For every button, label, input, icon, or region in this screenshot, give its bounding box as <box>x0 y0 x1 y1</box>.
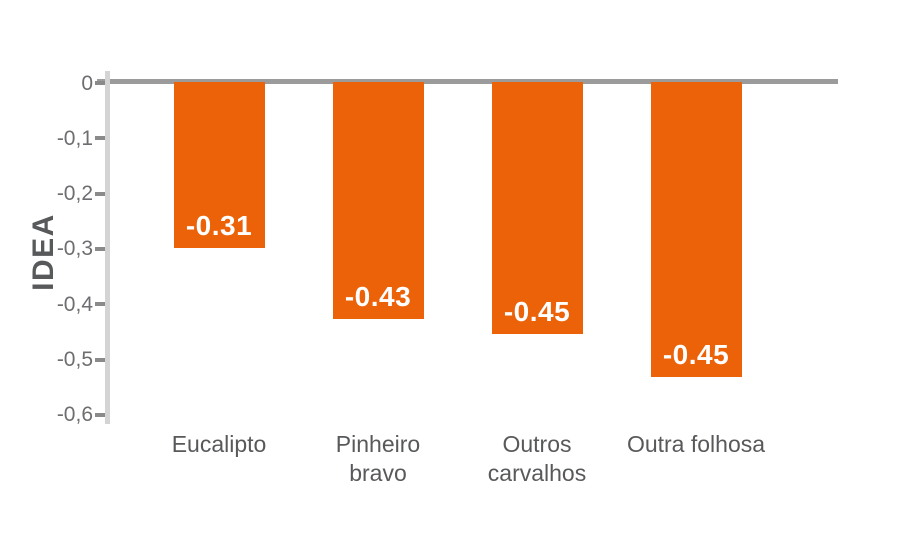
y-tick-label: -0,4 <box>56 292 93 316</box>
bar: -0.45 <box>650 82 742 377</box>
category-label-line: Pinheiro <box>335 431 421 457</box>
category-label-line: carvalhos <box>487 460 587 486</box>
y-tick-mark <box>95 136 105 141</box>
category-label-line: Eucalipto <box>171 431 267 457</box>
bar: -0.31 <box>173 82 265 248</box>
y-tick-mark <box>95 412 105 417</box>
category-label-line: bravo <box>349 460 407 486</box>
y-tick-label: -0,5 <box>56 348 93 372</box>
category-label-line: Outra folhosa <box>626 431 766 457</box>
category-label: Outra folhosa <box>606 430 786 459</box>
bar: -0.43 <box>332 82 424 319</box>
bar-value-label: -0.45 <box>503 296 571 328</box>
y-axis-line <box>105 71 110 424</box>
zero-baseline <box>97 79 838 84</box>
bar: -0.45 <box>491 82 583 335</box>
y-tick-mark <box>95 191 105 196</box>
y-tick-label: -0,6 <box>56 403 93 427</box>
category-label: Pinheiro bravo <box>288 430 468 488</box>
y-tick-mark <box>95 246 105 251</box>
y-tick-label: 0 <box>81 71 93 95</box>
category-label: Eucalipto <box>129 430 309 459</box>
y-tick-mark <box>95 302 105 307</box>
y-tick-label: -0,2 <box>56 182 93 206</box>
y-tick-mark <box>95 81 105 85</box>
y-tick-label: -0,1 <box>56 126 93 150</box>
y-tick-label: -0,3 <box>56 237 93 261</box>
bar-value-label: -0.45 <box>662 338 730 370</box>
bar-value-label: -0.31 <box>185 209 253 241</box>
category-label: Outros carvalhos <box>447 430 627 488</box>
y-tick-mark <box>95 357 105 362</box>
category-label-line: Outros <box>502 431 572 457</box>
bar-value-label: -0.43 <box>344 280 412 312</box>
